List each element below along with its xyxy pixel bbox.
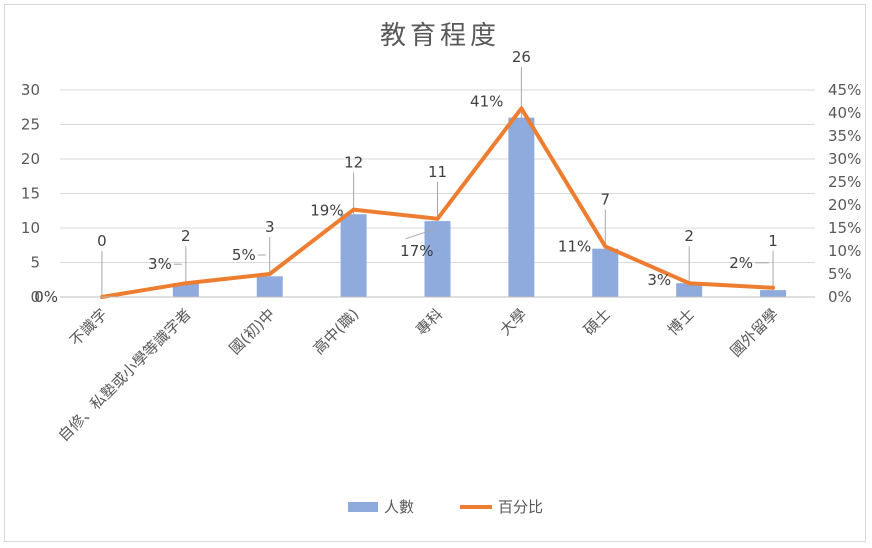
right-axis-tick-label: 25% — [828, 173, 861, 191]
left-axis-tick-label: 25 — [21, 116, 40, 134]
legend-label-line: 百分比 — [498, 498, 543, 516]
right-axis-tick-label: 20% — [828, 196, 861, 214]
percent-leader-4 — [405, 228, 436, 240]
percent-label-1: 3% — [148, 255, 172, 273]
right-axis-tick-label: 5% — [828, 265, 852, 283]
percent-line — [99, 106, 776, 299]
right-axis-tick-label: 35% — [828, 127, 861, 145]
left-axis-tick-label: 15 — [21, 185, 40, 203]
percent-label-2: 5% — [232, 246, 256, 264]
bar-value-label-0: 0 — [97, 232, 107, 250]
bar-value-label-6: 7 — [601, 190, 611, 208]
legend: 人數 百分比 — [348, 498, 543, 516]
category-label-8: 國外留學 — [727, 305, 782, 360]
bar-6 — [592, 248, 619, 297]
category-label-5: 大學 — [496, 305, 530, 339]
bar-3 — [340, 214, 367, 297]
right-axis-tick-label: 30% — [828, 150, 861, 168]
category-label-7: 博士 — [664, 305, 698, 339]
legend-label-bar: 人數 — [384, 498, 414, 516]
category-label-2: 國(初)中 — [226, 305, 279, 358]
bar-value-label-5: 26 — [512, 48, 531, 66]
bar-1 — [172, 283, 199, 297]
chart-frame — [4, 4, 866, 542]
legend-swatch-bar — [348, 502, 378, 512]
right-axis-tick-label: 0% — [828, 288, 852, 306]
left-axis-tick-label: 10 — [21, 219, 40, 237]
bar-value-label-2: 3 — [265, 218, 275, 236]
right-axis-tick-label: 40% — [828, 104, 861, 122]
left-axis-tick-label: 0 — [30, 288, 40, 306]
percent-label-0: 0% — [34, 288, 58, 306]
bar-value-label-8: 1 — [768, 232, 778, 250]
right-axis-tick-label: 15% — [828, 219, 861, 237]
percent-label-3: 19% — [310, 202, 343, 220]
bar-value-label-7: 2 — [684, 227, 694, 245]
percent-label-6: 11% — [558, 237, 591, 255]
bar-value-label-3: 12 — [344, 154, 363, 172]
chart-title: 教育程度 — [380, 21, 500, 51]
bar-2 — [256, 276, 283, 297]
right-axis-tick-label: 10% — [828, 242, 861, 260]
category-label-6: 碩士 — [580, 305, 614, 339]
bar-4 — [424, 221, 451, 297]
percent-label-8: 2% — [729, 254, 753, 272]
percent-label-7: 3% — [647, 271, 671, 289]
right-axis-tick-label: 45% — [828, 81, 861, 99]
category-label-0: 不識字 — [66, 305, 111, 350]
bar-8 — [760, 290, 787, 297]
percent-label-5: 41% — [470, 92, 503, 110]
percent-label-4: 17% — [400, 242, 433, 260]
left-axis-tick-label: 20 — [21, 150, 40, 168]
bar-value-label-4: 11 — [428, 163, 447, 181]
category-label-3: 高中(職) — [310, 305, 363, 358]
category-label-1: 自修、私塾或小學等識字者 — [55, 305, 195, 445]
bar-5 — [508, 117, 535, 297]
bar-7 — [676, 283, 703, 297]
bar-value-label-1: 2 — [181, 227, 191, 245]
left-axis-tick-label: 5 — [30, 254, 40, 272]
category-label-4: 專科 — [412, 305, 446, 339]
left-axis-tick-label: 30 — [21, 81, 40, 99]
